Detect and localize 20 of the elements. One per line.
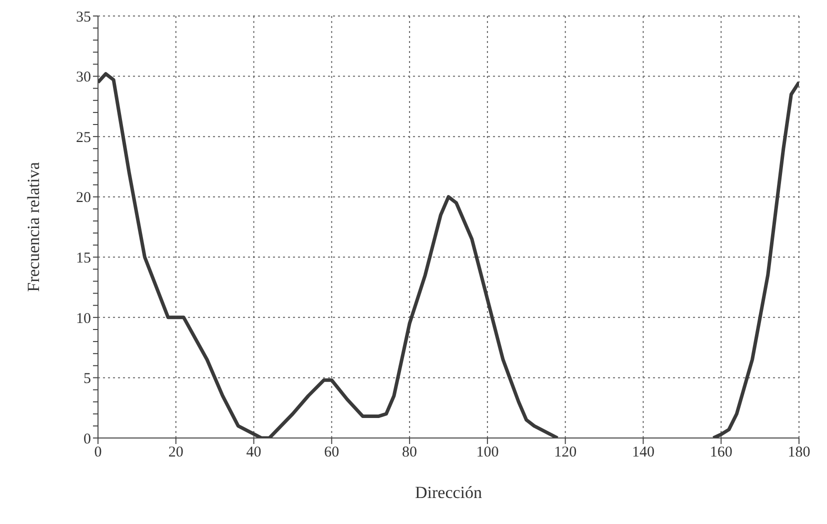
x-tick-label: 120 <box>554 444 577 461</box>
x-tick-label: 80 <box>402 444 418 461</box>
x-tick-label: 60 <box>324 444 340 461</box>
y-tick-label: 0 <box>84 431 91 448</box>
x-tick-label: 40 <box>246 444 262 461</box>
y-axis-title: Frecuencia relativa <box>24 162 44 292</box>
x-tick-label: 160 <box>710 444 732 461</box>
y-tick-label: 10 <box>76 310 91 327</box>
x-tick-label: 100 <box>476 444 499 461</box>
y-tick-label: 5 <box>84 371 91 388</box>
y-tick-label: 15 <box>76 250 91 266</box>
x-axis-title: Dirección <box>414 483 483 502</box>
x-tick-label: 140 <box>632 444 654 461</box>
y-tick-label: 30 <box>76 70 91 86</box>
y-tick-label: 35 <box>76 9 91 26</box>
y-tick-label: 25 <box>76 130 91 146</box>
x-tick-label: 180 <box>788 444 810 461</box>
x-tick-label: 0 <box>94 444 102 461</box>
y-tick-label: 20 <box>76 190 91 206</box>
x-tick-label: 20 <box>168 444 184 461</box>
